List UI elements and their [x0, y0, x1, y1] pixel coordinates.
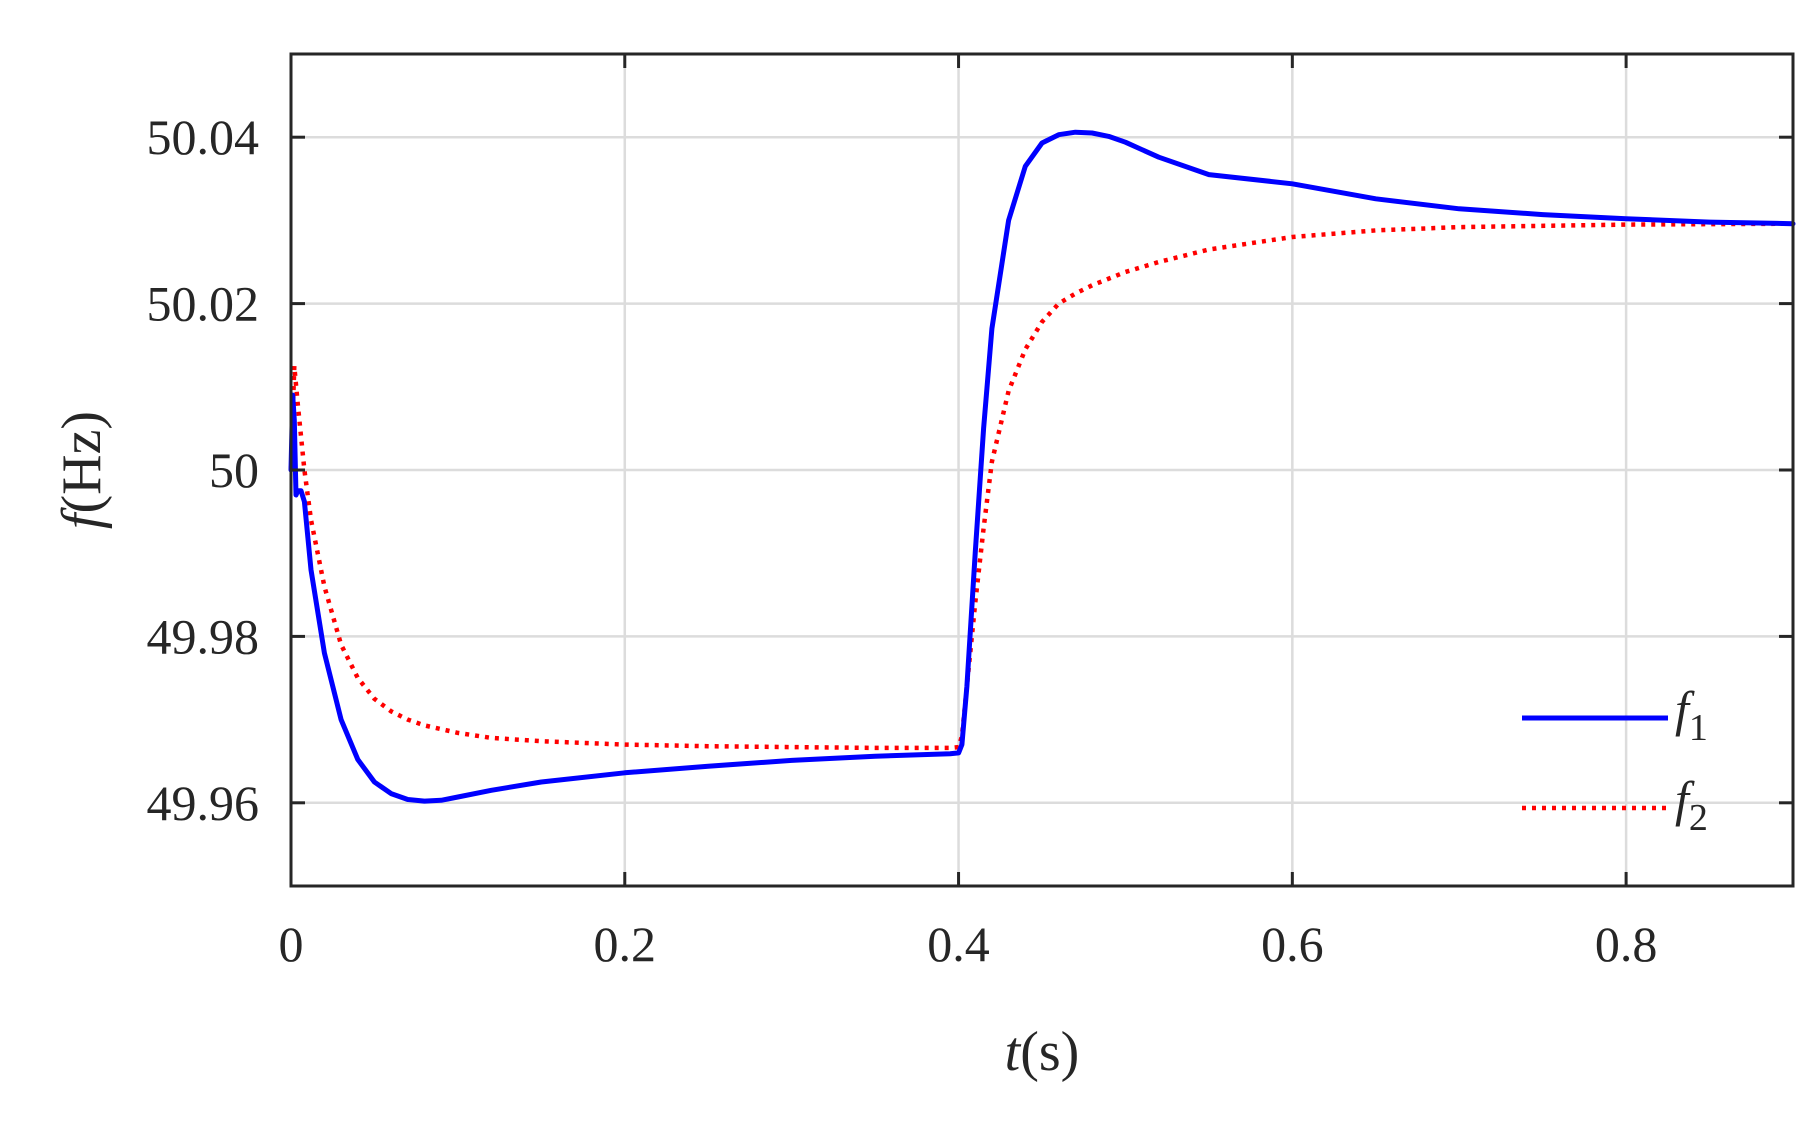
- x-tick-label: 0.4: [927, 916, 990, 972]
- series-lines: [288, 129, 1796, 804]
- series-line-f1: [288, 129, 1796, 804]
- x-tick-label: 0.8: [1595, 916, 1658, 972]
- x-axis-label: t(s): [1005, 1021, 1080, 1083]
- axis-ticks: 0 0.2 0.4 0.6 0.8 49.96 49.98 50 50.02 50.04: [147, 54, 1793, 972]
- y-tick-label: 50: [209, 442, 259, 498]
- y-tick-label: 49.96: [147, 775, 260, 831]
- x-axis-label-unit: (s): [1020, 1021, 1079, 1083]
- grid: [291, 54, 1793, 886]
- y-axis-label: f(Hz): [51, 411, 113, 529]
- x-tick-label: 0.2: [594, 916, 657, 972]
- legend-label-f2-sub: 2: [1689, 797, 1708, 839]
- y-tick-label: 50.04: [147, 109, 260, 165]
- x-axis-label-var: t: [1005, 1021, 1022, 1083]
- x-tick-label: 0: [279, 916, 304, 972]
- y-axis-label-unit: (Hz): [51, 411, 113, 514]
- y-tick-label: 49.98: [147, 608, 260, 664]
- x-tick-label: 0.6: [1261, 916, 1324, 972]
- y-tick-label: 50.02: [147, 276, 260, 332]
- legend-label-f1-sub: 1: [1689, 707, 1708, 749]
